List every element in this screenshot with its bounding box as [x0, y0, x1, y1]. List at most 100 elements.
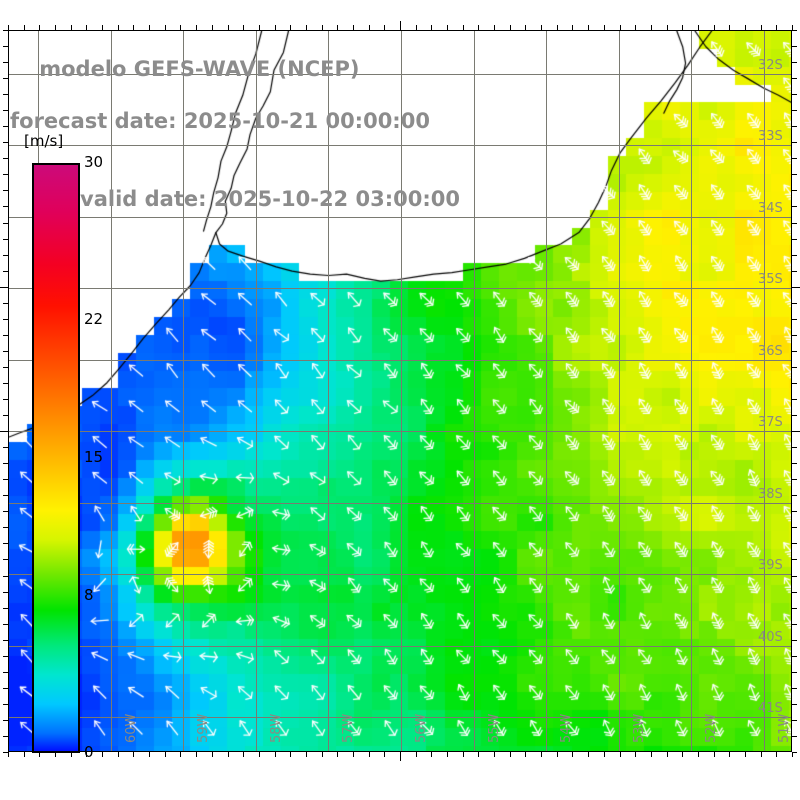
axis-tick	[792, 383, 797, 384]
axis-tick	[792, 399, 797, 400]
bottom-axis-ticks	[8, 752, 793, 764]
axis-tick	[792, 527, 797, 528]
axis-tick	[259, 752, 260, 757]
axis-tick	[604, 752, 605, 757]
axis-tick	[792, 431, 800, 432]
axis-tick	[792, 78, 797, 79]
axis-tick	[792, 543, 797, 544]
colorbar-unit-label: [m/s]	[24, 132, 64, 150]
axis-tick	[792, 94, 797, 95]
axis-tick	[698, 752, 699, 757]
axis-tick	[792, 303, 797, 304]
axis-tick	[792, 255, 797, 256]
axis-tick	[620, 752, 621, 757]
longitude-label: 55W	[486, 713, 502, 743]
colorbar-tick-label: 8	[84, 585, 94, 604]
colorbar-gradient	[32, 163, 80, 753]
axis-tick	[635, 752, 636, 757]
axis-tick	[792, 190, 797, 191]
axis-tick	[792, 720, 797, 721]
axis-tick	[792, 287, 800, 288]
axis-tick	[400, 752, 401, 761]
axis-tick	[792, 688, 797, 689]
axis-tick	[792, 367, 797, 368]
axis-tick	[729, 752, 730, 757]
longitude-label: 57W	[341, 713, 357, 743]
axis-tick	[306, 752, 307, 757]
longitude-label: 51W	[776, 713, 792, 743]
axis-tick	[149, 752, 150, 757]
latitude-label: 40S	[758, 629, 783, 645]
axis-tick	[761, 752, 762, 757]
axis-tick	[792, 271, 797, 272]
axis-tick	[557, 752, 558, 757]
latitude-label: 38S	[758, 486, 783, 502]
axis-tick	[541, 752, 542, 757]
longitude-label: 52W	[704, 713, 720, 743]
map-plot-area	[8, 30, 792, 752]
axis-tick	[180, 752, 181, 757]
axis-tick	[792, 158, 797, 159]
axis-tick	[792, 223, 797, 224]
axis-tick	[572, 752, 573, 757]
axis-tick	[792, 239, 797, 240]
axis-tick	[792, 495, 797, 496]
axis-tick	[102, 752, 103, 757]
axis-tick	[337, 752, 338, 757]
axis-tick	[792, 640, 797, 641]
longitude-label: 59W	[196, 713, 212, 743]
axis-tick	[478, 752, 479, 757]
latitude-label: 36S	[758, 343, 783, 359]
axis-tick	[792, 174, 797, 175]
axis-tick	[776, 752, 777, 757]
axis-tick	[667, 752, 668, 757]
latitude-label: 35S	[758, 272, 783, 288]
axis-tick	[0, 431, 8, 432]
axis-tick	[165, 752, 166, 757]
axis-tick	[24, 752, 25, 757]
axis-tick	[792, 752, 793, 757]
longitude-label: 54W	[559, 713, 575, 743]
axis-tick	[228, 752, 229, 757]
axis-tick	[792, 576, 797, 577]
axis-tick	[212, 752, 213, 757]
top-axis-ticks	[8, 21, 793, 30]
colorbar-tick-label: 0	[84, 743, 94, 761]
axis-tick	[275, 752, 276, 757]
axis-tick	[682, 752, 683, 757]
axis-tick	[3, 752, 8, 753]
axis-tick	[792, 110, 797, 111]
latitude-label: 41S	[758, 701, 783, 717]
axis-tick	[369, 752, 370, 757]
axis-tick	[384, 752, 385, 757]
latitude-label: 37S	[758, 415, 783, 431]
axis-tick	[651, 752, 652, 757]
axis-tick	[792, 511, 797, 512]
axis-tick	[792, 142, 797, 143]
axis-tick	[463, 752, 464, 757]
axis-tick	[792, 25, 793, 30]
axis-tick	[792, 46, 797, 47]
axis-tick	[792, 704, 797, 705]
axis-tick	[400, 21, 401, 30]
axis-tick	[792, 559, 797, 560]
axis-tick	[792, 351, 797, 352]
axis-tick	[133, 752, 134, 757]
axis-tick	[447, 752, 448, 757]
axis-tick	[792, 319, 797, 320]
axis-tick	[792, 463, 797, 464]
latitude-label: 33S	[758, 129, 783, 145]
axis-tick	[792, 447, 797, 448]
axis-tick	[118, 752, 119, 757]
axis-tick	[792, 624, 797, 625]
axis-tick	[494, 752, 495, 757]
latitude-label: 39S	[758, 558, 783, 574]
axis-tick	[243, 752, 244, 757]
axis-tick	[0, 287, 8, 288]
colorbar-tick-label: 30	[84, 153, 104, 171]
axis-tick	[322, 752, 323, 757]
axis-tick	[196, 752, 197, 757]
left-axis-ticks	[0, 30, 8, 753]
longitude-label: 60W	[123, 713, 139, 743]
